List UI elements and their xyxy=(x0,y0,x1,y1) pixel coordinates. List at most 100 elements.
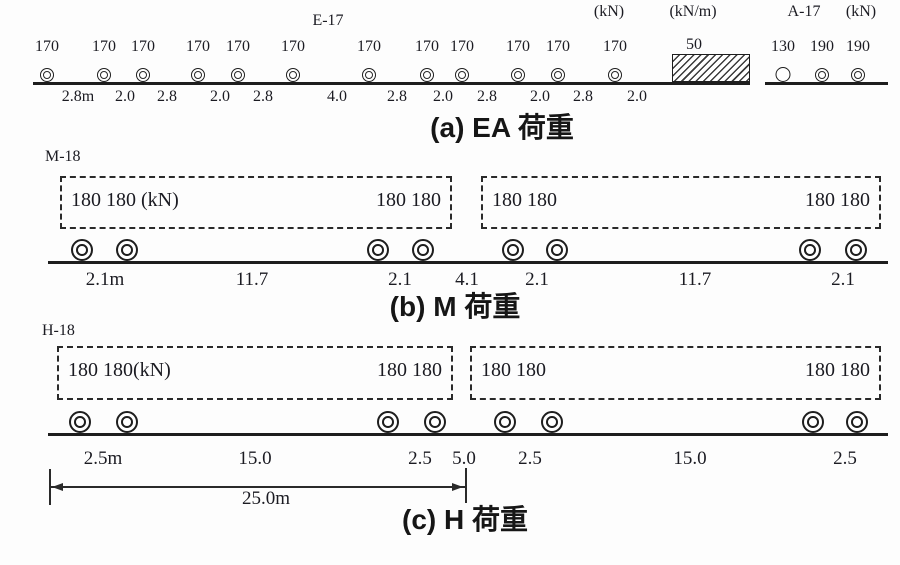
secondary-load-label: 190 xyxy=(810,38,834,55)
wheel-icon xyxy=(362,68,376,82)
m-box1-right-loads: 180 180 xyxy=(376,189,441,211)
spacing-label: 2.0 xyxy=(115,88,135,105)
dimension-arrow-left-icon xyxy=(52,482,63,491)
spacing-label: 2.0 xyxy=(433,88,453,105)
wheel-icon xyxy=(851,68,865,82)
ea-train-label: E-17 xyxy=(312,12,344,29)
wheel-icon xyxy=(845,239,867,261)
spacing-label: 2.5m xyxy=(83,448,123,469)
spacing-label: 4.0 xyxy=(327,88,347,105)
axle-load-label: 170 xyxy=(415,38,439,55)
distributed-load-label: 50 xyxy=(686,36,702,53)
wheel-icon xyxy=(494,411,516,433)
wheel-icon xyxy=(377,411,399,433)
axle-load-label: 170 xyxy=(131,38,155,55)
secondary-load-label: 130 xyxy=(771,38,795,55)
wheel-icon xyxy=(231,68,245,82)
dimension-arrow-right-icon xyxy=(452,482,463,491)
spacing-label: 2.5 xyxy=(518,448,542,469)
axle-load-label: 170 xyxy=(603,38,627,55)
axle-load-label: 170 xyxy=(92,38,116,55)
spacing-label: 2.5 xyxy=(833,448,857,469)
wheel-icon xyxy=(412,239,434,261)
wheel-icon xyxy=(551,68,565,82)
spacing-label: 11.7 xyxy=(678,269,712,290)
wheel-icon xyxy=(367,239,389,261)
spacing-label: 15.0 xyxy=(238,448,272,469)
wheel-icon xyxy=(71,239,93,261)
wheel-icon xyxy=(608,68,622,82)
wheel-icon xyxy=(40,68,54,82)
wheel-icon xyxy=(420,68,434,82)
axle-load-label: 170 xyxy=(186,38,210,55)
axle-load-label: 170 xyxy=(226,38,250,55)
spacing-label: 2.5 xyxy=(408,448,432,469)
dimension-tick-right xyxy=(465,468,467,503)
h-box1-right-loads: 180 180 xyxy=(377,359,442,381)
dimension-tick-left xyxy=(49,469,51,505)
ea-secondary-train-label: A-17 xyxy=(787,3,821,20)
spacing-label: 2.8 xyxy=(157,88,177,105)
wheel-icon xyxy=(502,239,524,261)
open-wheel-icon xyxy=(775,67,791,82)
ea-distributed-unit-label: (kN/m) xyxy=(669,3,717,20)
h-rail-line xyxy=(48,433,888,436)
spacing-label: 4.1 xyxy=(455,269,479,290)
h-train-label: H-18 xyxy=(42,322,75,339)
wheel-icon xyxy=(511,68,525,82)
m-rail-line xyxy=(48,261,888,264)
h-vehicle-box-2: 180 180 180 180 xyxy=(470,346,881,400)
ea-secondary-unit-label: (kN) xyxy=(845,3,877,20)
wheel-icon xyxy=(815,68,829,82)
dimension-line xyxy=(51,486,465,488)
m-train-label: M-18 xyxy=(45,148,81,165)
secondary-load-label: 190 xyxy=(846,38,870,55)
spacing-label: 2.0 xyxy=(627,88,647,105)
axle-load-label: 170 xyxy=(546,38,570,55)
wheel-icon xyxy=(116,239,138,261)
wheel-icon xyxy=(69,411,91,433)
h-box1-left-loads: 180 180(kN) xyxy=(68,359,171,381)
wheel-icon xyxy=(455,68,469,82)
spacing-label: 2.1 xyxy=(831,269,855,290)
m-box2-right-loads: 180 180 xyxy=(805,189,870,211)
m-vehicle-box-2: 180 180 180 180 xyxy=(481,176,881,229)
axle-load-label: 170 xyxy=(450,38,474,55)
spacing-label: 2.1m xyxy=(85,269,125,290)
spacing-label: 2.1 xyxy=(388,269,412,290)
ea-rail-line xyxy=(33,82,750,85)
spacing-label: 15.0 xyxy=(673,448,707,469)
spacing-label: 5.0 xyxy=(452,448,476,469)
caption-h-load: (c) H 荷重 xyxy=(401,504,529,535)
wheel-icon xyxy=(799,239,821,261)
wheel-icon xyxy=(116,411,138,433)
spacing-label: 2.8m xyxy=(61,88,95,105)
caption-ea-load: (a) EA 荷重 xyxy=(430,112,574,143)
wheel-icon xyxy=(286,68,300,82)
a17-rail-line xyxy=(765,82,888,85)
m-box1-left-loads: 180 180 (kN) xyxy=(71,189,179,211)
spacing-label: 2.0 xyxy=(530,88,550,105)
axle-load-label: 170 xyxy=(281,38,305,55)
wheel-icon xyxy=(97,68,111,82)
wheel-icon xyxy=(546,239,568,261)
m-vehicle-box-1: 180 180 (kN) 180 180 xyxy=(60,176,452,229)
caption-m-load: (b) M 荷重 xyxy=(389,291,521,322)
spacing-label: 2.8 xyxy=(253,88,273,105)
distributed-load-hatch xyxy=(672,54,750,82)
ea-axle-unit-label: (kN) xyxy=(593,3,625,20)
wheel-icon xyxy=(191,68,205,82)
spacing-label: 11.7 xyxy=(235,269,269,290)
axle-load-label: 170 xyxy=(35,38,59,55)
axle-load-label: 170 xyxy=(506,38,530,55)
wheel-icon xyxy=(802,411,824,433)
axle-load-label: 170 xyxy=(357,38,381,55)
h-box2-left-loads: 180 180 xyxy=(481,359,546,381)
h-box2-right-loads: 180 180 xyxy=(805,359,870,381)
h-vehicle-box-1: 180 180(kN) 180 180 xyxy=(57,346,453,400)
m-box2-left-loads: 180 180 xyxy=(492,189,557,211)
spacing-label: 2.8 xyxy=(477,88,497,105)
spacing-label: 2.0 xyxy=(210,88,230,105)
wheel-icon xyxy=(846,411,868,433)
